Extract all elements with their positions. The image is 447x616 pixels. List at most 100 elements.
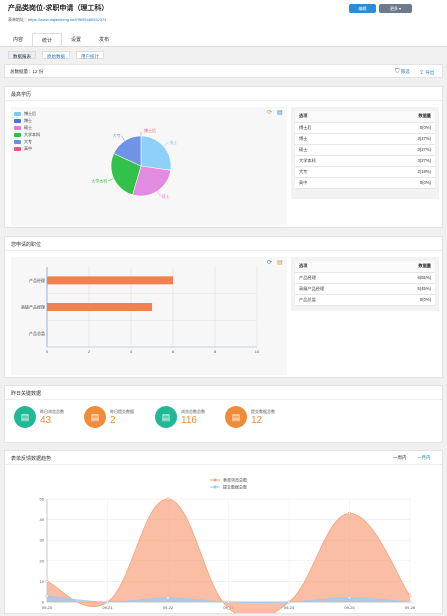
legend-label: 高中 bbox=[24, 145, 32, 151]
cell-count: 0(0%) bbox=[379, 294, 435, 306]
bar bbox=[47, 303, 152, 311]
y-tick-label: 产品总监 bbox=[29, 330, 45, 336]
range-week-button[interactable]: 一周内 bbox=[393, 455, 407, 460]
x-tick-label: 09-25 bbox=[344, 605, 355, 610]
cell-count: 2(18%) bbox=[369, 166, 435, 178]
cell-count: 3(27%) bbox=[369, 144, 435, 156]
data-point bbox=[408, 594, 412, 598]
col-count: 数据量 bbox=[379, 261, 435, 273]
x-tick-label: 09-20 bbox=[42, 605, 53, 610]
main-tabs: 内容 统计 设置 发布 bbox=[4, 33, 118, 47]
tab-settings[interactable]: 设置 bbox=[71, 37, 82, 43]
x-tick-label: 09-26 bbox=[405, 605, 416, 610]
data-point bbox=[166, 596, 170, 600]
col-option: 选项 bbox=[295, 261, 380, 273]
series-area bbox=[47, 498, 410, 613]
degree-panel-header bbox=[5, 87, 442, 101]
tab-content[interactable]: 内容 bbox=[13, 37, 24, 43]
subtab-report[interactable]: 数据报表 bbox=[8, 51, 36, 59]
pie-label-line bbox=[157, 191, 161, 197]
subtab-raw-data[interactable]: 原始数据 bbox=[42, 51, 70, 59]
y-tick-label: 10 bbox=[40, 579, 45, 584]
position-title: 您申请的职位 bbox=[11, 242, 42, 248]
legend-item[interactable]: 博士 bbox=[14, 117, 40, 124]
legend-item[interactable]: 大专 bbox=[14, 138, 40, 145]
clipboard-icon: ▤ bbox=[14, 406, 36, 428]
legend-swatch bbox=[14, 139, 21, 144]
cell-count: 5(45%) bbox=[379, 283, 435, 295]
cell-option: 博士 bbox=[295, 133, 370, 145]
range-month-button[interactable]: 一月内 bbox=[417, 455, 431, 460]
table-header-row: 选项 数据量 bbox=[295, 261, 435, 273]
x-tick-label: 6 bbox=[172, 349, 175, 354]
more-button[interactable]: 更多 ▾ bbox=[379, 4, 412, 13]
chart-type-icon[interactable]: ▤ bbox=[277, 260, 283, 266]
legend-item[interactable]: 硕士 bbox=[14, 124, 40, 131]
tab-publish[interactable]: 发布 bbox=[99, 37, 110, 43]
data-point bbox=[227, 606, 231, 610]
tab-statistics[interactable]: 统计 bbox=[32, 33, 63, 47]
cell-count: 0(0%) bbox=[369, 177, 435, 189]
trend-panel-header bbox=[5, 451, 442, 465]
x-tick-label: 09-21 bbox=[102, 605, 113, 610]
kpi-value: 43 bbox=[40, 414, 52, 426]
degree-table-wrap: 选项 数据量 博士后 0(0%) 博士 3(27%) 硕士 3(27%) 大学本科 3(2… bbox=[291, 107, 439, 199]
kpi-value: 12 bbox=[251, 414, 263, 426]
kpi-card: ▤ 提交数据总数 12 bbox=[225, 406, 275, 428]
table-row: 大学本科 3(27%) bbox=[295, 155, 435, 167]
kpi-panel: 昨日关键数据 bbox=[4, 385, 443, 443]
table-header-row: 选项 数据量 bbox=[295, 111, 435, 123]
legend-label: 硕士 bbox=[24, 124, 32, 130]
filter-bar: 总数据量：12 份 ⛉ 筛选 ⇪ 导出 bbox=[4, 64, 443, 78]
pie-label-line bbox=[121, 135, 125, 141]
cell-option: 硕士 bbox=[295, 144, 370, 156]
cell-option: 高中 bbox=[295, 177, 370, 189]
pie-label: 大学本科 bbox=[91, 177, 107, 183]
x-tick-label: 09-22 bbox=[163, 605, 174, 610]
legend-swatch bbox=[14, 132, 21, 137]
stat-subtabs: 数据报表 原始数据 用户统计 bbox=[8, 51, 104, 59]
x-tick-label: 0 bbox=[46, 349, 49, 354]
trend-panel: 表单反馈数据趋势 一周内 一月内 表单浏览总数 提交数据总数 0 10 20 30 40 50… bbox=[4, 450, 443, 614]
edit-button[interactable]: 编辑 bbox=[349, 4, 376, 13]
cell-count: 3(27%) bbox=[369, 155, 435, 167]
chart-type-icon[interactable]: ▤ bbox=[277, 110, 283, 116]
x-tick-label: 2 bbox=[88, 349, 91, 354]
cell-option: 博士后 bbox=[295, 122, 370, 134]
table-row: 硕士 3(27%) bbox=[295, 144, 435, 156]
data-point bbox=[347, 596, 351, 600]
legend-label: 大学本科 bbox=[24, 131, 40, 137]
export-button[interactable]: ⇪ 导出 bbox=[419, 69, 434, 76]
trend-title: 表单反馈数据趋势 bbox=[11, 456, 52, 462]
cell-option: 大学本科 bbox=[295, 155, 370, 167]
legend-swatch bbox=[14, 146, 21, 151]
legend-marker bbox=[213, 485, 217, 489]
kpi-card: ▤ 浏览总数总数 116 bbox=[155, 406, 205, 428]
legend-item[interactable]: 大学本科 bbox=[14, 131, 40, 138]
pie-label: 博士后 bbox=[144, 127, 156, 133]
pie-slice bbox=[140, 135, 172, 171]
degree-title: 最高学历 bbox=[11, 92, 32, 98]
data-point bbox=[45, 594, 49, 598]
table-row: 高级产品经理 5(45%) bbox=[295, 283, 435, 295]
refresh-icon[interactable]: ⟳ bbox=[267, 260, 273, 266]
refresh-icon[interactable]: ⟳ bbox=[267, 110, 273, 116]
legend-item[interactable]: 高中 bbox=[14, 145, 40, 152]
y-tick-label: 0 bbox=[42, 600, 45, 605]
y-tick-label: 50 bbox=[40, 497, 45, 502]
legend-item[interactable]: 博士后 bbox=[14, 110, 40, 117]
table-row: 高中 0(0%) bbox=[295, 177, 435, 189]
kpi-label: 昨日浏览总数 bbox=[40, 408, 64, 414]
subtab-user-stats[interactable]: 用户统计 bbox=[76, 51, 104, 59]
kpi-label: 昨日提交数据 bbox=[110, 408, 134, 414]
cell-option: 产品经理 bbox=[295, 272, 380, 284]
legend-label: 博士后 bbox=[24, 110, 36, 116]
filter-button[interactable]: ⛉ 筛选 bbox=[395, 69, 410, 76]
form-link-url[interactable]: https://www.dajiesheng.cn/f/969548093237… bbox=[28, 17, 107, 22]
kpi-label: 提交数据总数 bbox=[251, 408, 275, 414]
table-row: 博士后 0(0%) bbox=[295, 122, 435, 134]
form-title: 产品类岗位-求职申请（理工科） bbox=[8, 5, 109, 12]
